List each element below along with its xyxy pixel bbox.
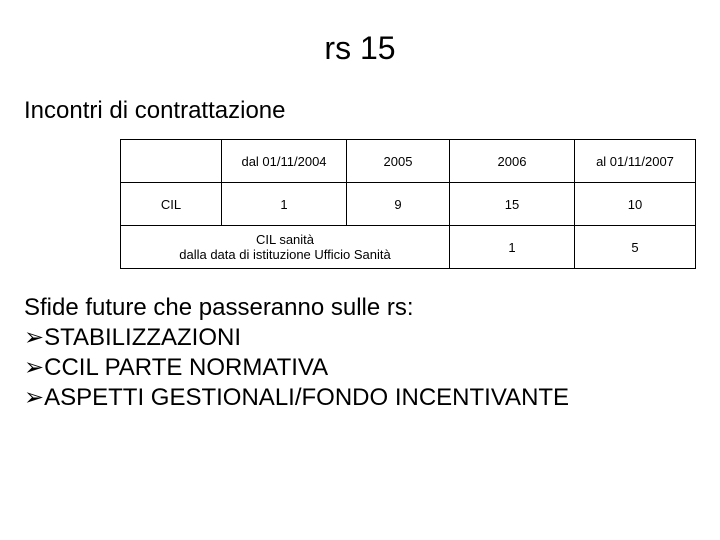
table-row: CIL 1 9 15 10 [121,183,696,226]
body-intro: Sfide future che passeranno sulle rs: [24,293,720,323]
bullet-3: ➢ASPETTI GESTIONALI/FONDO INCENTIVANTE [24,383,720,413]
bullet-icon: ➢ [24,324,44,351]
row0-v1: 9 [347,183,450,226]
slide-title: rs 15 [0,0,720,97]
row0-v0: 1 [222,183,347,226]
bullet-2-text: CCIL PARTE NORMATIVA [44,354,328,381]
col-header-2: 2005 [347,140,450,183]
row0-v3: 10 [575,183,696,226]
bullet-icon: ➢ [24,354,44,381]
table-header-row: dal 01/11/2004 2005 2006 al 01/11/2007 [121,140,696,183]
bullet-3-text: ASPETTI GESTIONALI/FONDO INCENTIVANTE [44,384,569,411]
body-text: Sfide future che passeranno sulle rs: ➢S… [0,269,720,413]
data-table: dal 01/11/2004 2005 2006 al 01/11/2007 C… [120,139,696,269]
col-header-1: dal 01/11/2004 [222,140,347,183]
table-row: CIL sanità dalla data di istituzione Uff… [121,226,696,269]
row1-v0: 1 [450,226,575,269]
row0-v2: 15 [450,183,575,226]
col-header-0 [121,140,222,183]
row0-label: CIL [121,183,222,226]
bullet-icon: ➢ [24,384,44,411]
bullet-1-text: STABILIZZAZIONI [44,324,241,351]
bullet-1: ➢STABILIZZAZIONI [24,323,720,353]
row1-merged-label: CIL sanità dalla data di istituzione Uff… [121,226,450,269]
col-header-4: al 01/11/2007 [575,140,696,183]
subtitle: Incontri di contrattazione [0,97,720,139]
row1-label-l1: CIL sanità [256,232,314,247]
slide: rs 15 Incontri di contrattazione dal 01/… [0,0,720,540]
row1-label-l2: dalla data di istituzione Ufficio Sanità [179,247,391,262]
col-header-3: 2006 [450,140,575,183]
row1-v1: 5 [575,226,696,269]
bullet-2: ➢CCIL PARTE NORMATIVA [24,353,720,383]
